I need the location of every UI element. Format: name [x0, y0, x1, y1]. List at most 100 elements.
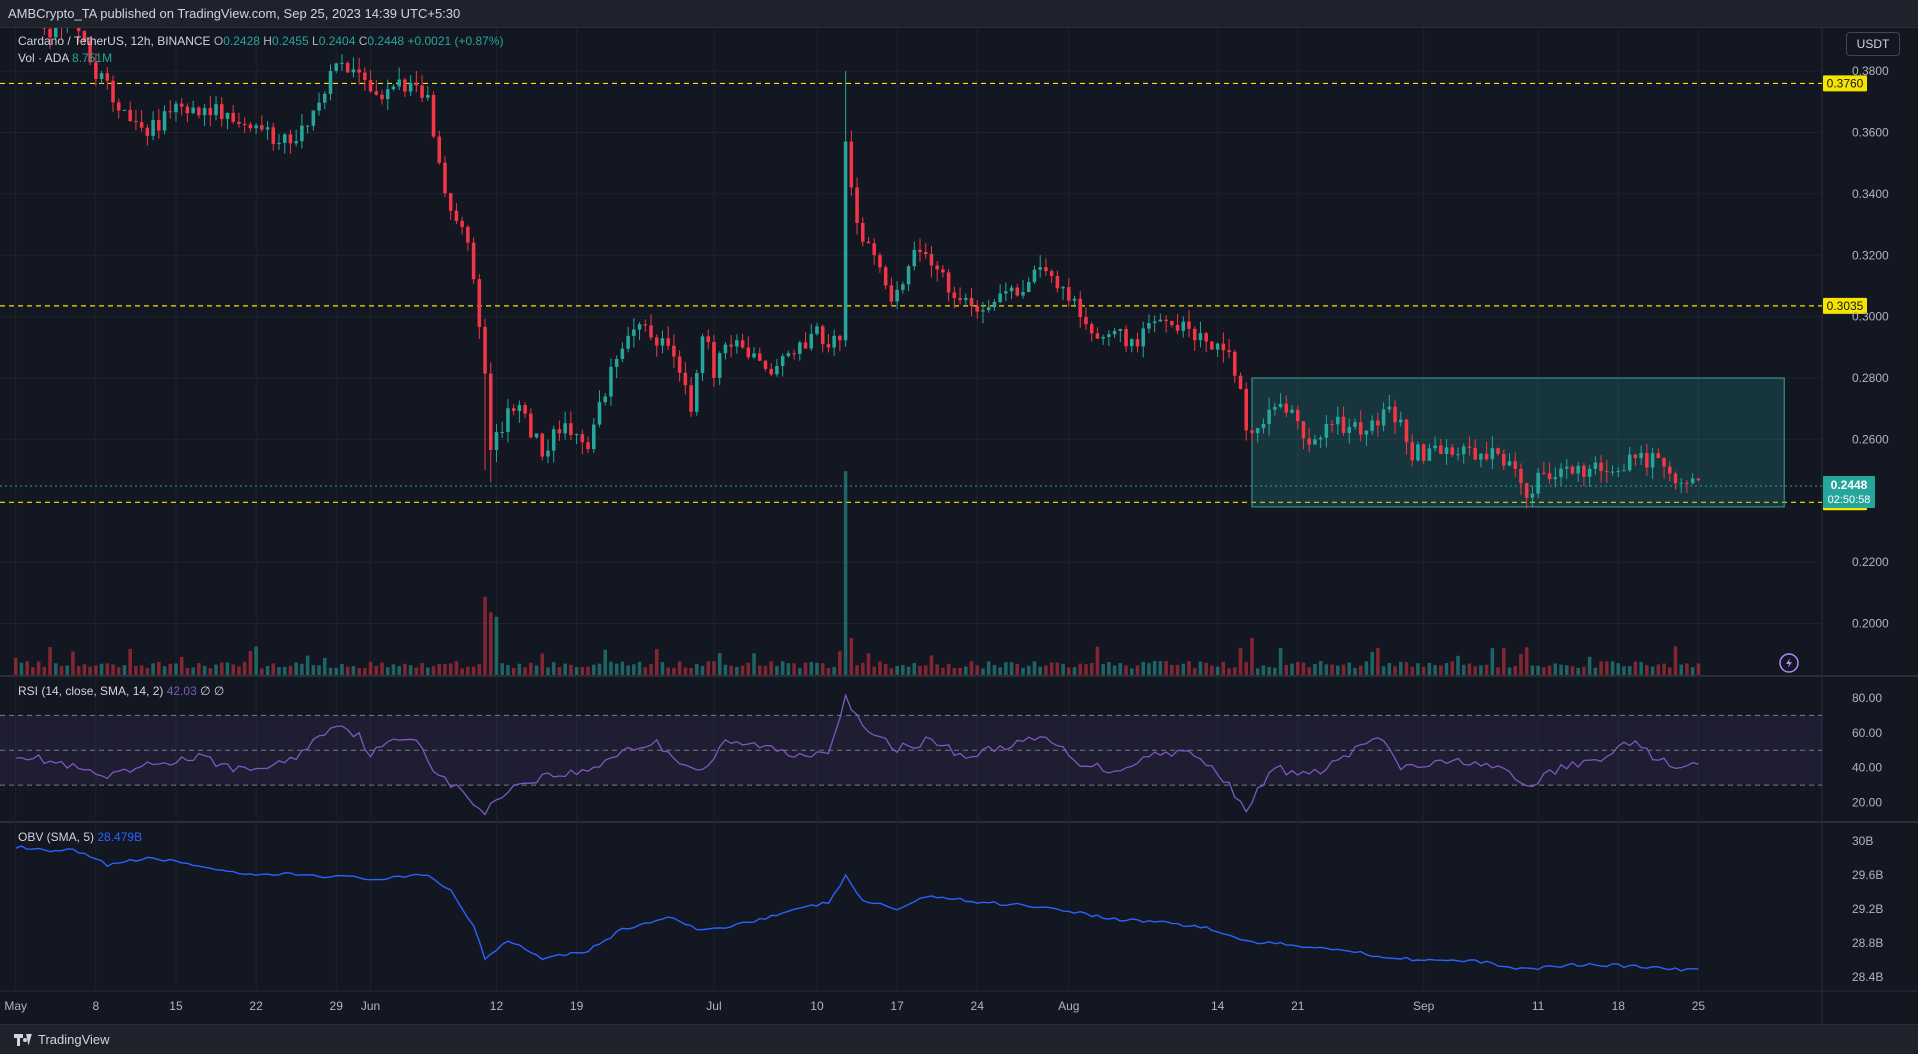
- candle-body: [952, 292, 957, 299]
- volume-bar: [1650, 666, 1655, 675]
- volume-bar: [1398, 661, 1403, 675]
- volume-bar: [1479, 665, 1483, 675]
- volume-bar: [1261, 665, 1266, 675]
- volume-bar: [729, 665, 733, 675]
- volume-bar: [54, 663, 58, 675]
- volume-bar: [1129, 668, 1134, 675]
- candle-body: [403, 79, 407, 92]
- candle-body: [523, 405, 527, 414]
- volume-bar: [1187, 661, 1191, 675]
- volume-bar: [1627, 666, 1632, 675]
- volume-bar: [13, 657, 18, 675]
- volume-bar: [889, 668, 894, 675]
- volume-bar: [1084, 664, 1088, 675]
- volume-bar: [603, 649, 607, 675]
- candle-body: [1667, 466, 1672, 474]
- candle-body: [174, 103, 178, 113]
- candle-body: [82, 31, 87, 42]
- candle-body: [1450, 447, 1455, 455]
- candle-body: [1679, 482, 1683, 484]
- candle-body: [1318, 437, 1323, 440]
- range-box[interactable]: [1251, 377, 1785, 508]
- candle-body: [139, 122, 144, 128]
- volume-bar: [1347, 662, 1352, 675]
- volume-bar: [328, 667, 333, 675]
- volume-bar: [1433, 665, 1437, 675]
- volume-bar: [626, 665, 630, 675]
- volume-bar: [1061, 663, 1065, 675]
- candle-body: [1479, 453, 1483, 460]
- volume-bar: [700, 665, 705, 675]
- candle-body: [265, 127, 270, 130]
- volume-bar: [391, 664, 396, 675]
- volume-bar: [219, 662, 224, 675]
- volume-bar: [65, 665, 70, 675]
- volume-bar: [1582, 666, 1586, 675]
- candle-body: [145, 127, 150, 136]
- candle-body: [1507, 461, 1512, 466]
- candle-body: [614, 358, 619, 367]
- volume-bar: [174, 663, 178, 675]
- volume-bar: [1341, 664, 1346, 675]
- volume-bar: [1587, 656, 1592, 675]
- candle-body: [815, 326, 819, 334]
- candle-body: [1118, 329, 1123, 332]
- candle-body: [1049, 271, 1054, 276]
- candle-body: [1107, 334, 1111, 338]
- volume-bar: [334, 667, 339, 675]
- volume-bar: [775, 665, 779, 675]
- level-price-tag: [1823, 75, 1867, 92]
- candle-body: [1645, 452, 1649, 468]
- volume-bar: [248, 651, 253, 675]
- volume-bar: [1490, 648, 1495, 675]
- volume-bar: [1656, 664, 1661, 675]
- candle-body: [488, 373, 493, 450]
- time-tick-label: 29: [330, 999, 344, 1013]
- volume-bar: [242, 661, 247, 675]
- volume-bar: [488, 612, 493, 675]
- candle-body: [740, 340, 745, 348]
- lightning-glyph: [1786, 658, 1792, 668]
- candle-body: [1301, 421, 1306, 439]
- candle-body: [1187, 321, 1191, 329]
- candles: [42, 28, 1701, 509]
- lightning-icon: [1779, 653, 1799, 673]
- candle-body: [735, 340, 739, 347]
- candle-body: [477, 279, 482, 327]
- candle-body: [1410, 442, 1414, 461]
- volume-bar: [992, 665, 997, 675]
- volume-bar: [294, 662, 298, 675]
- tradingview-logo-icon: [14, 1033, 32, 1046]
- candle-body: [1381, 409, 1386, 426]
- volume-bar: [843, 471, 848, 675]
- candle-body: [637, 324, 642, 330]
- candle-body: [437, 136, 442, 163]
- volume-bar: [506, 665, 510, 675]
- candle-body: [1444, 447, 1449, 454]
- candle-body: [1427, 448, 1432, 461]
- candle-body: [1164, 319, 1168, 322]
- volume-bar: [408, 665, 413, 675]
- volume-bar: [529, 662, 533, 675]
- candle-body: [88, 41, 92, 63]
- candle-body: [1376, 420, 1380, 426]
- candle-body: [1370, 420, 1374, 431]
- candle-body: [122, 110, 127, 112]
- candle-body: [1055, 275, 1060, 289]
- volume-bar: [1610, 661, 1615, 675]
- volume-bar: [305, 655, 310, 675]
- volume-bar: [1026, 665, 1031, 675]
- candle-body: [712, 341, 716, 378]
- currency-button[interactable]: USDT: [1846, 32, 1900, 56]
- obv-tick-label: 28.4B: [1852, 970, 1883, 984]
- volume-bar: [357, 668, 361, 675]
- time-tick-label: 19: [570, 999, 584, 1013]
- candle-body: [826, 344, 831, 348]
- volume-bar: [1021, 667, 1025, 675]
- candle-body: [586, 442, 590, 450]
- volume-bar: [534, 665, 539, 675]
- candle-body: [1639, 452, 1643, 459]
- volume-bar: [1164, 661, 1168, 675]
